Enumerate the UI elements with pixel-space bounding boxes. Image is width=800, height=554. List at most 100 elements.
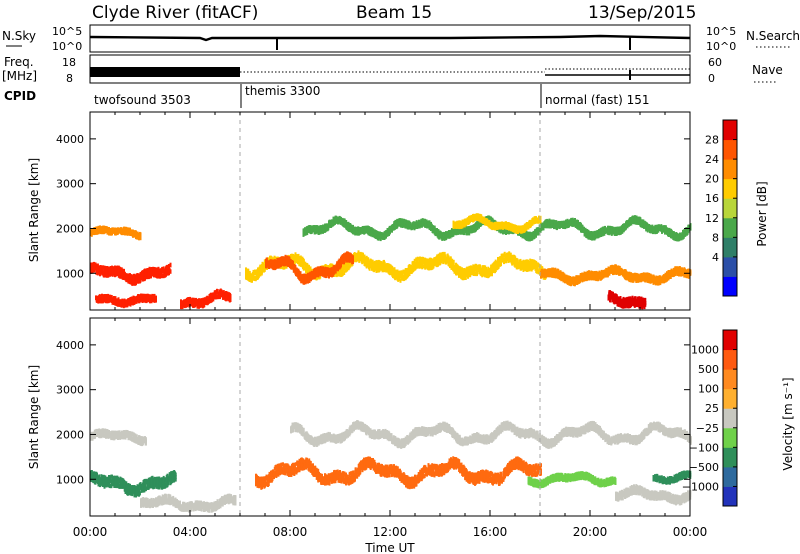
velocity-colorbar-swatch xyxy=(723,349,737,370)
velocity-echo-band xyxy=(615,484,692,506)
velocity-colorbar-tick-label: −1000 xyxy=(682,480,719,493)
power-colorbar-swatch xyxy=(723,237,737,258)
velocity-colorbar-tick-label: −100 xyxy=(689,441,719,454)
velocity-colorbar-swatch xyxy=(723,427,737,448)
velocity-echo-band xyxy=(255,456,542,490)
power-colorbar-swatch xyxy=(723,256,737,277)
velocity-echo-band xyxy=(90,428,147,447)
velocity-colorbar-swatch xyxy=(723,486,737,507)
velocity-heatmap xyxy=(90,420,692,513)
power-colorbar-tick-label: 20 xyxy=(705,173,719,186)
time-tick-label: 12:00 xyxy=(373,525,408,539)
velocity-colorbar-tick-label: 100 xyxy=(698,383,719,396)
velocity-colorbar-tick-label: −25 xyxy=(696,422,719,435)
velocity-ytick-label: 4000 xyxy=(56,339,84,352)
freq-label: Freq. xyxy=(4,55,34,69)
power-colorbar-swatch xyxy=(723,159,737,180)
power-ytick-label: 3000 xyxy=(56,178,84,191)
power-colorbar-label: Power [dB] xyxy=(755,181,769,246)
nave-label: Nave xyxy=(752,63,783,77)
power-colorbar-tick-label: 28 xyxy=(705,134,719,147)
freq-left-tick-bottom: 8 xyxy=(66,72,73,85)
velocity-colorbar-swatch xyxy=(723,447,737,468)
power-echo-band xyxy=(90,261,172,286)
velocity-colorbar-label: Velocity [m s⁻¹] xyxy=(781,377,795,470)
power-colorbar-swatch xyxy=(723,276,737,297)
power-colorbar: 28 24 20 16 12 8 4 xyxy=(705,119,738,297)
freq-left-tick-top: 18 xyxy=(62,56,76,69)
power-echo-band xyxy=(540,264,692,287)
velocity-colorbar-swatch xyxy=(723,466,737,487)
station-title: Clyde River (fitACF) xyxy=(92,3,258,23)
time-axis-label: Time UT xyxy=(364,541,415,554)
power-colorbar-swatch xyxy=(723,217,737,238)
power-echo-band xyxy=(90,225,142,241)
cpid-label: CPID xyxy=(4,89,36,103)
time-axis-ticks: 00:00 04:00 08:00 12:00 16:00 20:00 00:00 xyxy=(73,525,708,539)
power-colorbar-tick-label: 12 xyxy=(705,212,719,225)
velocity-ytick-label: 2000 xyxy=(56,428,84,441)
velocity-axes: 1000 2000 3000 4000 xyxy=(56,318,691,516)
velocity-colorbar-swatch xyxy=(723,408,737,429)
power-echo-band xyxy=(607,290,647,310)
noise-left-tick-bottom: 10^0 xyxy=(52,40,82,53)
time-tick-label: 16:00 xyxy=(473,525,508,539)
power-ytick-label: 2000 xyxy=(56,222,84,235)
velocity-echo-band xyxy=(290,420,692,449)
power-heatmap xyxy=(90,213,692,310)
velocity-colorbar-tick-label: 25 xyxy=(705,402,719,415)
velocity-colorbar-swatch xyxy=(723,330,737,351)
velocity-echo-band xyxy=(652,470,692,485)
power-colorbar-tick-label: 16 xyxy=(705,192,719,205)
power-colorbar-tick-label: 24 xyxy=(705,153,719,166)
time-tick-label: 04:00 xyxy=(173,525,208,539)
power-axes: 1000 2000 3000 4000 xyxy=(56,112,691,310)
noise-sky-label: N.Sky xyxy=(2,29,36,43)
power-colorbar-swatch xyxy=(723,139,737,160)
frequency-panel: Freq. [MHz] 18 8 60 0 Nave xyxy=(2,54,783,85)
cpid-segment-normal: normal (fast) 151 xyxy=(545,93,649,107)
time-tick-label: 00:00 xyxy=(73,525,108,539)
velocity-panel: 1000 2000 3000 4000 Slant Range [km] 00:00 0… xyxy=(27,317,708,554)
power-colorbar-tick-label: 4 xyxy=(712,251,719,264)
power-echo-band xyxy=(95,293,157,309)
cpid-row: CPID twofsound 3503 themis 3300 normal (… xyxy=(4,84,649,108)
time-tick-label: 20:00 xyxy=(573,525,608,539)
power-echo-band xyxy=(265,251,354,285)
velocity-colorbar-tick-label: 1000 xyxy=(691,344,719,357)
velocity-colorbar-swatch xyxy=(723,369,737,390)
power-ytick-label: 4000 xyxy=(56,133,84,146)
noise-right-tick-top: 10^5 xyxy=(706,25,736,38)
power-ytick-label: 1000 xyxy=(56,267,84,280)
velocity-echo-band xyxy=(140,493,237,513)
power-colorbar-swatch xyxy=(723,178,737,199)
cpid-segment-themis: themis 3300 xyxy=(245,84,320,98)
velocity-colorbar-swatch xyxy=(723,388,737,409)
velocity-echo-band xyxy=(90,470,177,498)
power-colorbar-tick-label: 8 xyxy=(712,231,719,244)
velocity-ylabel: Slant Range [km] xyxy=(27,365,41,469)
power-colorbar-swatch xyxy=(723,120,737,141)
power-ylabel: Slant Range [km] xyxy=(27,158,41,262)
power-colorbar-swatch xyxy=(723,198,737,219)
noise-left-tick-top: 10^5 xyxy=(52,25,82,38)
freq-unit-label: [MHz] xyxy=(2,69,37,83)
cpid-segment-twofsound: twofsound 3503 xyxy=(94,93,191,107)
freq-right-tick-top: 60 xyxy=(708,56,722,69)
velocity-colorbar: 1000 500 100 25 −25 −100 −500 −1000 xyxy=(682,329,738,507)
velocity-ytick-label: 3000 xyxy=(56,384,84,397)
velocity-colorbar-tick-label: 500 xyxy=(698,363,719,376)
power-echo-band xyxy=(452,213,542,234)
time-tick-label: 00:00 xyxy=(673,525,708,539)
velocity-ytick-label: 1000 xyxy=(56,473,84,486)
date-title: 13/Sep/2015 xyxy=(588,3,696,23)
noise-search-label: N.Search xyxy=(746,29,800,43)
velocity-echo-band xyxy=(527,471,617,489)
velocity-colorbar-tick-label: −500 xyxy=(689,461,719,474)
freq-right-tick-bottom: 0 xyxy=(708,72,715,85)
noise-panel: N.Sky 10^5 10^0 10^5 10^0 N.Search xyxy=(2,24,800,53)
power-panel: 1000 2000 3000 4000 Slant Range [km] xyxy=(27,111,692,311)
power-echo-band xyxy=(180,288,232,310)
noise-right-tick-bottom: 10^0 xyxy=(706,40,736,53)
